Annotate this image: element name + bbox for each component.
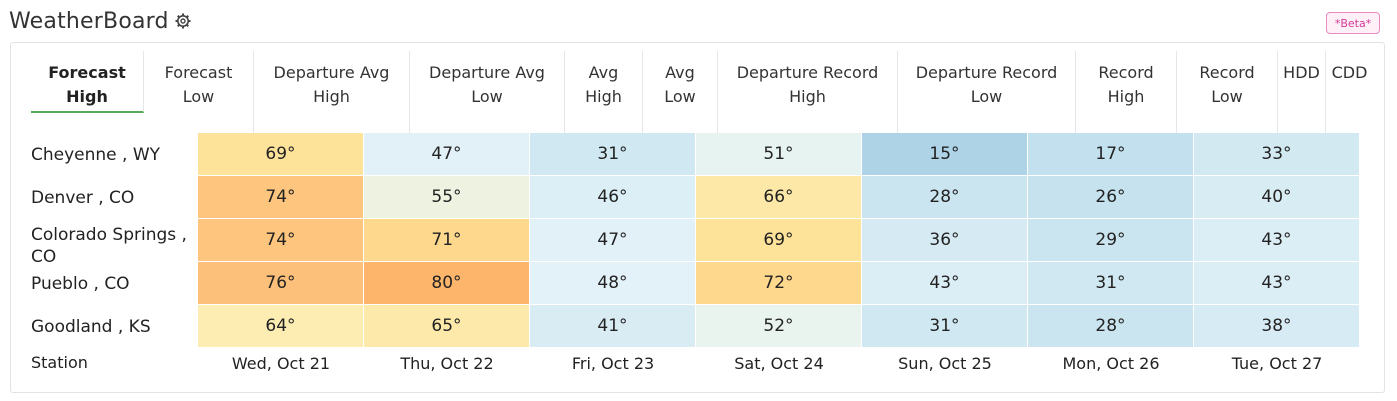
temperature-cell: 72° <box>696 262 862 305</box>
title-bar: WeatherBoard <box>9 6 191 36</box>
table-row: Goodland , KS 64° 65° 41° 52° 31° 28° 38° <box>31 305 1360 348</box>
tab-departure-record-high[interactable]: Departure Record High <box>718 51 898 157</box>
temperature-cell: 43° <box>1194 262 1360 305</box>
tab-avg-low[interactable]: Avg Low <box>643 51 718 157</box>
tab-forecast-low[interactable]: Forecast Low <box>144 51 254 157</box>
temperature-cell: 47° <box>530 219 696 262</box>
temperature-cell: 26° <box>1028 176 1194 219</box>
day-column-header: Sat, Oct 24 <box>734 353 824 373</box>
temperature-cell: 55° <box>364 176 530 219</box>
temperature-cell: 38° <box>1194 305 1360 348</box>
temperature-cell: 40° <box>1194 176 1360 219</box>
table-row: Cheyenne , WY 69° 47° 31° 51° 15° 17° 33° <box>31 133 1360 176</box>
temperature-cell: 51° <box>696 133 862 176</box>
table-footer: Station Wed, Oct 21 Thu, Oct 22 Fri, Oct 23… <box>31 348 1360 378</box>
temperature-cell: 31° <box>530 133 696 176</box>
day-column-header: Wed, Oct 21 <box>231 353 331 373</box>
table-row: Denver , CO 74° 55° 46° 66° 28° 26° 40° <box>31 176 1360 219</box>
temperature-cell: 48° <box>530 262 696 305</box>
temperature-cell: 52° <box>696 305 862 348</box>
tab-cdd[interactable]: CDD <box>1331 63 1368 82</box>
temperature-cell: 47° <box>364 133 530 176</box>
temperature-cell: 46° <box>530 176 696 219</box>
temperature-cell: 65° <box>364 305 530 348</box>
day-column-header: Sun, Oct 25 <box>898 353 992 373</box>
temperature-cell: 31° <box>1028 262 1194 305</box>
temperature-cell: 71° <box>364 219 530 262</box>
temperature-cell: 69° <box>198 133 364 176</box>
temperature-cell: 28° <box>1028 305 1194 348</box>
station-name: Denver , CO <box>31 187 135 208</box>
temperature-cell: 74° <box>198 176 364 219</box>
tab-avg-high[interactable]: Avg High <box>565 51 643 157</box>
temperature-cell: 36° <box>862 219 1028 262</box>
station-name: Goodland , KS <box>31 316 151 337</box>
temperature-cell: 29° <box>1028 219 1194 262</box>
table-row: Pueblo , CO 76° 80° 48° 72° 43° 31° 43° <box>31 262 1360 305</box>
forecast-card: Forecast High Forecast Low Departure Avg H… <box>10 42 1385 393</box>
app-title: WeatherBoard <box>9 8 169 34</box>
temperature-cell: 76° <box>198 262 364 305</box>
tab-departure-record-low[interactable]: Departure Record Low <box>898 51 1076 157</box>
temperature-cell: 64° <box>198 305 364 348</box>
metric-tabs: Forecast High Forecast Low Departure Avg H… <box>31 51 1373 157</box>
gear-icon[interactable] <box>175 13 191 29</box>
station-column-header: Station <box>31 353 88 372</box>
tab-record-low[interactable]: Record Low <box>1177 51 1278 157</box>
temperature-cell: 69° <box>696 219 862 262</box>
tab-departure-avg-low[interactable]: Departure Avg Low <box>410 51 565 157</box>
beta-badge: *Beta* <box>1326 12 1380 34</box>
day-column-header: Thu, Oct 22 <box>400 353 494 373</box>
temperature-cell: 17° <box>1028 133 1194 176</box>
station-name: Colorado Springs , CO <box>31 225 187 262</box>
temperature-cell: 43° <box>1194 219 1360 262</box>
temperature-cell: 15° <box>862 133 1028 176</box>
table-row: Colorado Springs , CO 74° 71° 47° 69° 36° 29° 4… <box>31 219 1360 262</box>
temperature-cell: 66° <box>696 176 862 219</box>
temperature-cell: 33° <box>1194 133 1360 176</box>
temperature-cell: 31° <box>862 305 1028 348</box>
temperature-cell: 43° <box>862 262 1028 305</box>
day-column-header: Mon, Oct 26 <box>1062 353 1160 373</box>
forecast-table: Cheyenne , WY 69° 47° 31° 51° 15° 17° 33° Denver… <box>31 133 1360 378</box>
day-column-header: Fri, Oct 23 <box>571 353 655 373</box>
temperature-cell: 80° <box>364 262 530 305</box>
station-name: Pueblo , CO <box>31 273 130 294</box>
tab-hdd[interactable]: HDD <box>1278 51 1326 157</box>
station-name: Cheyenne , WY <box>31 144 161 165</box>
day-column-header: Tue, Oct 27 <box>1231 353 1323 373</box>
temperature-cell: 28° <box>862 176 1028 219</box>
tab-departure-avg-high[interactable]: Departure Avg High <box>254 51 410 157</box>
temperature-cell: 74° <box>198 219 364 262</box>
tab-record-high[interactable]: Record High <box>1076 51 1177 157</box>
temperature-cell: 41° <box>530 305 696 348</box>
tab-forecast-high[interactable]: Forecast High <box>31 51 144 113</box>
